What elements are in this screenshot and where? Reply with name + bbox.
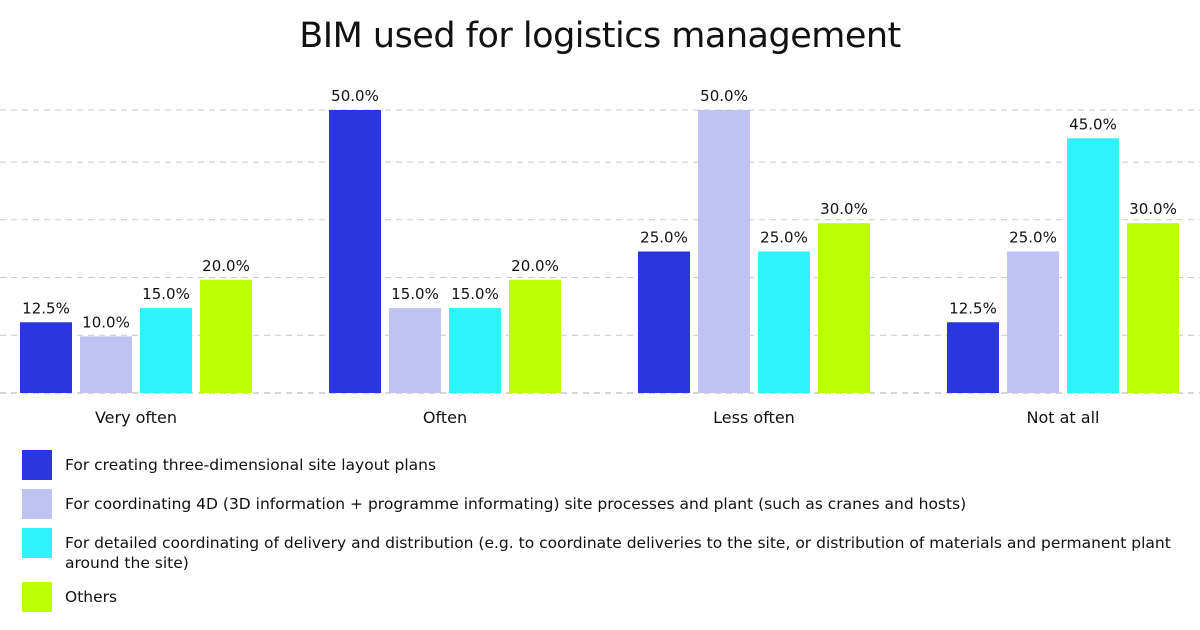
bar bbox=[818, 223, 870, 393]
category-label: Often bbox=[423, 408, 467, 427]
bar bbox=[140, 308, 192, 393]
data-label: 30.0% bbox=[1129, 200, 1177, 218]
bar-chart: 12.5% 10.0% 15.0% 20.0% 50.0% 15.0% 15.0% 20.0%… bbox=[0, 87, 1200, 427]
bar bbox=[1067, 138, 1119, 393]
data-label: 20.0% bbox=[202, 257, 250, 275]
data-label: 15.0% bbox=[451, 285, 499, 303]
data-label: 12.5% bbox=[949, 299, 997, 317]
bars bbox=[20, 110, 1179, 393]
category-labels: Very often Often Less often Not at all bbox=[95, 408, 1100, 427]
legend-swatch bbox=[22, 582, 52, 612]
bar bbox=[80, 336, 132, 393]
bar bbox=[329, 110, 381, 393]
data-label: 50.0% bbox=[700, 87, 748, 105]
legend-item: For creating three-dimensional site layo… bbox=[22, 450, 1182, 480]
legend: For creating three-dimensional site layo… bbox=[22, 450, 1182, 621]
legend-item: For coordinating 4D (3D information + pr… bbox=[22, 489, 1182, 519]
legend-swatch bbox=[22, 489, 52, 519]
data-label: 20.0% bbox=[511, 257, 559, 275]
bar bbox=[638, 251, 690, 393]
bar bbox=[200, 279, 252, 393]
data-label: 25.0% bbox=[1009, 229, 1057, 247]
bar bbox=[1127, 223, 1179, 393]
bar bbox=[698, 110, 750, 393]
data-label: 15.0% bbox=[391, 285, 439, 303]
category-label: Very often bbox=[95, 408, 177, 427]
bar bbox=[947, 322, 999, 393]
data-label: 10.0% bbox=[82, 313, 130, 331]
data-label: 50.0% bbox=[331, 87, 379, 105]
chart-title: BIM used for logistics management bbox=[299, 16, 901, 56]
data-label: 12.5% bbox=[22, 299, 70, 317]
data-label: 45.0% bbox=[1069, 115, 1117, 133]
bar bbox=[758, 251, 810, 393]
legend-label: Others bbox=[65, 588, 118, 606]
bar bbox=[20, 322, 72, 393]
legend-item: Others bbox=[22, 582, 1182, 612]
category-label: Less often bbox=[713, 408, 795, 427]
bar bbox=[449, 308, 501, 393]
legend-swatch bbox=[22, 450, 52, 480]
legend-swatch bbox=[22, 528, 52, 558]
legend-label: For creating three-dimensional site layo… bbox=[65, 456, 437, 474]
value-labels: 12.5% 10.0% 15.0% 20.0% 50.0% 15.0% 15.0% 20.0%… bbox=[22, 87, 1177, 331]
legend-label: For detailed coordinating of delivery an… bbox=[65, 534, 1171, 572]
data-label: 25.0% bbox=[760, 229, 808, 247]
legend-item: For detailed coordinating of delivery an… bbox=[22, 528, 1182, 573]
bar bbox=[1007, 251, 1059, 393]
bar bbox=[509, 279, 561, 393]
data-label: 15.0% bbox=[142, 285, 190, 303]
bar bbox=[389, 308, 441, 393]
category-label: Not at all bbox=[1027, 408, 1100, 427]
data-label: 30.0% bbox=[820, 200, 868, 218]
data-label: 25.0% bbox=[640, 229, 688, 247]
legend-label: For coordinating 4D (3D information + pr… bbox=[65, 495, 967, 513]
